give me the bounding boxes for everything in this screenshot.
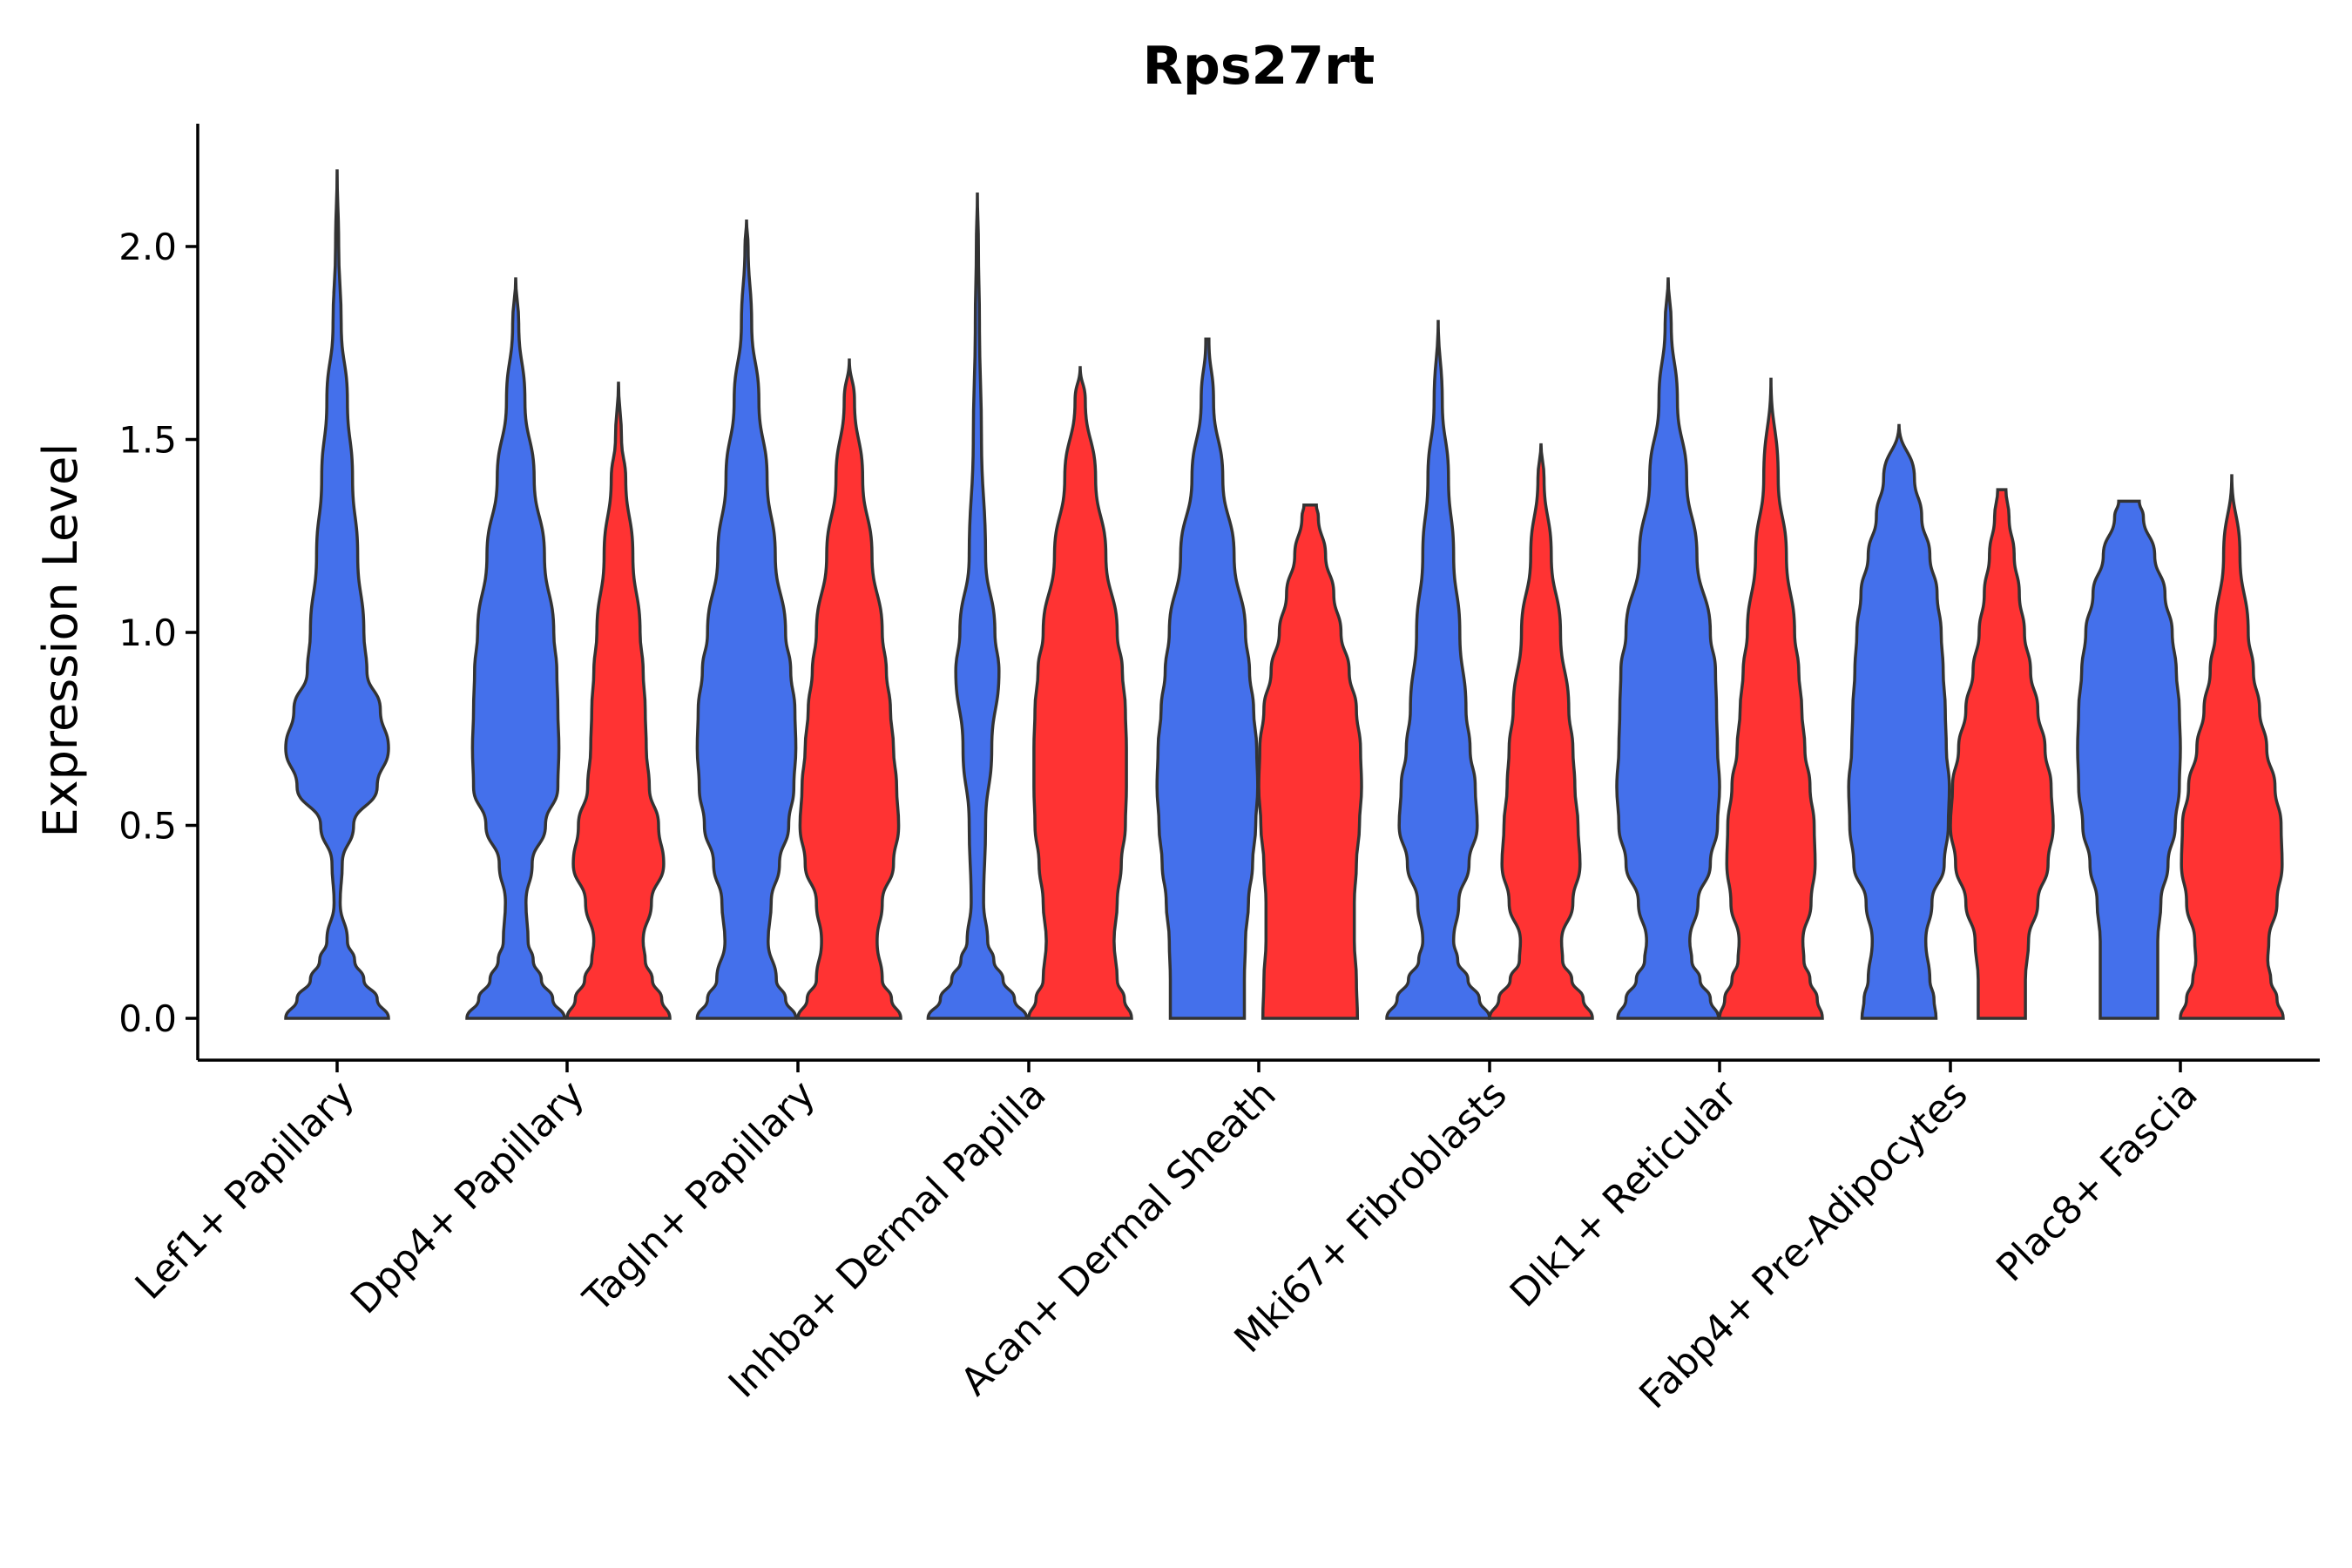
x-tick-label: Tagln+ Papillary: [575, 1072, 824, 1321]
x-tick-label: Dpp4+ Papillary: [342, 1072, 593, 1323]
violin-red: [796, 358, 902, 1020]
violin-red: [1949, 488, 2055, 1020]
y-tick-label: 1.5: [118, 419, 177, 462]
violin-red: [1257, 504, 1363, 1020]
violin-red: [2179, 474, 2285, 1020]
violin-red: [565, 382, 672, 1020]
y-tick-label: 2.0: [118, 226, 177, 268]
chart-title: Rps27rt: [1143, 36, 1375, 97]
x-tick-label: Plac8+ Fascia: [1988, 1072, 2207, 1291]
violin-red: [1027, 366, 1133, 1020]
violins-layer: [284, 169, 2285, 1020]
violin-blue: [1155, 337, 1260, 1020]
y-tick-label: 0.5: [118, 805, 177, 848]
y-ticks: 0.0 0.5 1.0 1.5 2.0: [118, 226, 198, 1040]
violin-blue: [926, 192, 1029, 1020]
violin-red: [1718, 377, 1824, 1020]
x-tick-label: Lef1+ Papillary: [127, 1072, 363, 1308]
violin-blue: [465, 277, 566, 1020]
violin-blue: [284, 169, 390, 1020]
y-tick-label: 0.0: [118, 997, 177, 1040]
violin-red: [1488, 443, 1594, 1020]
x-tick-label: Dlk1+ Reticular: [1502, 1071, 1747, 1316]
y-tick-label: 1.0: [118, 612, 177, 654]
violin-blue: [1385, 320, 1491, 1020]
violin-blue: [1615, 277, 1721, 1020]
violin-blue: [2076, 499, 2182, 1020]
violin-blue: [695, 219, 798, 1020]
violin-blue: [1847, 423, 1951, 1020]
y-axis-label: Expression Level: [33, 443, 88, 838]
